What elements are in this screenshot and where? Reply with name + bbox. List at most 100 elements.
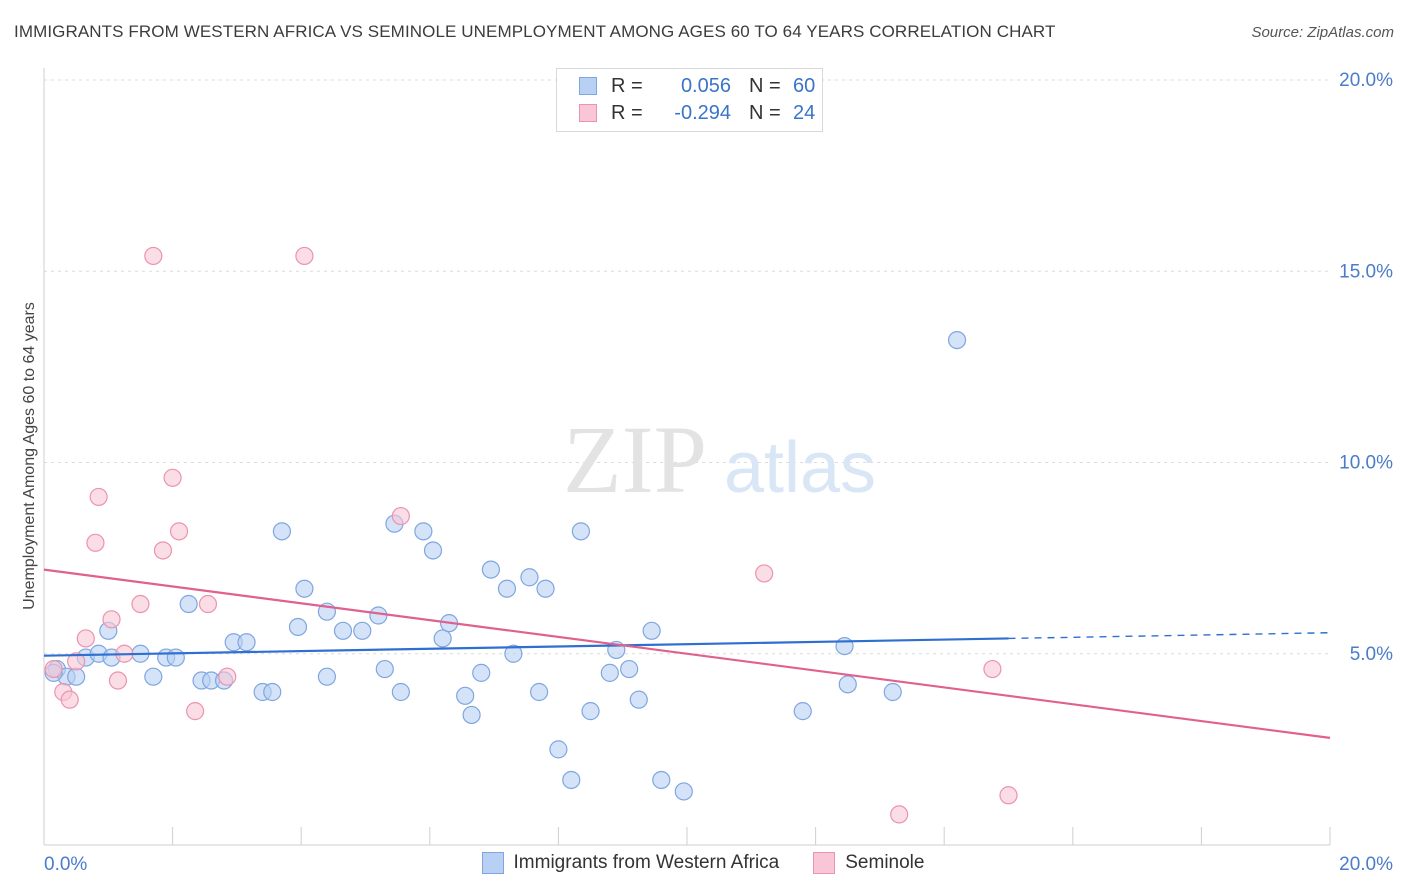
western-africa-point <box>481 560 500 579</box>
western-africa-point <box>272 522 292 541</box>
seminole-point <box>108 671 128 690</box>
seminole-point <box>295 246 314 266</box>
western-africa-point <box>333 621 353 640</box>
western-africa-point <box>317 667 337 686</box>
western-africa-point <box>883 682 902 702</box>
legend-r-label: R = <box>611 74 643 97</box>
legend-r-value: 0.056 <box>680 74 731 97</box>
seminole-point <box>86 533 105 552</box>
western-africa-trend-line <box>43 637 1009 657</box>
western-africa-point <box>263 682 282 702</box>
y-tick-label: 20.0% <box>1339 70 1393 91</box>
western-africa-point <box>237 633 256 652</box>
series-legend: Immigrants from Western Africa Seminole <box>0 852 1406 874</box>
tick-labels: 5.0% 10.0% 15.0% 20.0% 0.0% 20.0% <box>44 70 1393 875</box>
series-swatch-blue <box>481 852 504 874</box>
seminole-point <box>44 659 63 679</box>
seminole-trend-line <box>43 568 1331 739</box>
legend-swatch-blue <box>579 77 597 95</box>
western-africa-point <box>504 644 523 663</box>
western-africa-point <box>67 667 86 686</box>
seminole-point <box>983 659 1002 679</box>
western-africa-point <box>947 331 967 350</box>
western-africa-trend-extension <box>1008 632 1331 640</box>
western-africa-point <box>462 705 481 725</box>
western-africa-point <box>414 522 433 541</box>
source-label: Source: ZipAtlas.com <box>1251 24 1394 41</box>
axes-layer <box>43 68 1331 846</box>
western-africa-point <box>520 568 539 587</box>
western-africa-point <box>581 702 600 721</box>
seminole-point <box>60 690 79 709</box>
seminole-point <box>144 246 163 266</box>
western-africa-point <box>497 579 517 598</box>
western-africa-point <box>642 621 661 640</box>
trend-layer <box>43 568 1331 739</box>
western-africa-point <box>353 621 372 640</box>
legend-r-label: R = <box>611 101 643 124</box>
y-tick-label: 5.0% <box>1350 644 1393 665</box>
western-africa-point <box>375 659 394 679</box>
western-africa-point <box>423 541 443 560</box>
series-legend-item-western-africa[interactable]: Immigrants from Western Africa <box>481 852 780 874</box>
western-africa-point <box>391 682 410 702</box>
y-tick-label: 10.0% <box>1339 453 1393 474</box>
seminole-point <box>131 594 150 614</box>
seminole-point <box>163 468 182 487</box>
legend-n-value: 60 <box>793 74 816 97</box>
seminole-point <box>198 594 218 614</box>
grid-layer <box>44 79 1330 655</box>
seminole-point <box>89 487 108 507</box>
western-africa-point <box>838 675 857 694</box>
watermark-zip: ZIP <box>563 406 707 513</box>
seminole-point <box>153 541 173 560</box>
y-tick-label: 15.0% <box>1339 261 1393 282</box>
legend-n-label: N = <box>749 74 781 97</box>
y-axis-label: Unemployment Among Ages 60 to 64 years <box>21 302 38 610</box>
western-africa-point <box>472 663 491 682</box>
series-legend-item-seminole[interactable]: Seminole <box>813 852 924 874</box>
seminole-point <box>67 652 86 671</box>
western-africa-point <box>288 617 308 637</box>
western-africa-point <box>179 594 198 614</box>
seminole-point <box>999 786 1018 805</box>
x-tick-label: 20.0% <box>1339 854 1393 875</box>
western-africa-point <box>369 606 388 625</box>
legend-r-value: -0.294 <box>674 101 731 124</box>
chart-title: IMMIGRANTS FROM WESTERN AFRICA VS SEMINO… <box>14 22 1056 41</box>
western-africa-point <box>433 629 452 648</box>
western-africa-point <box>166 648 185 667</box>
watermark-atlas: atlas <box>724 428 876 508</box>
legend-n-value: 24 <box>793 101 816 124</box>
series-legend-label: Seminole <box>845 852 925 873</box>
x-tick-label: 0.0% <box>44 854 87 875</box>
seminole-point <box>218 667 237 686</box>
western-africa-point <box>536 579 555 598</box>
western-africa-point <box>144 667 163 686</box>
seminole-point <box>186 702 205 721</box>
western-africa-point <box>835 636 854 656</box>
seminole-point <box>169 522 189 541</box>
seminole-point <box>755 564 774 583</box>
series-legend-label: Immigrants from Western Africa <box>513 852 780 873</box>
western-africa-point <box>549 740 568 759</box>
western-africa-point <box>571 522 591 541</box>
legend-row-seminole: R = -0.294 N = 24 <box>579 101 815 125</box>
seminole-point <box>76 629 95 648</box>
correlation-legend: R = 0.056 N = 60 R = -0.294 N = 24 <box>556 68 823 132</box>
seminole-point <box>102 610 121 629</box>
points-layer <box>44 246 1018 824</box>
legend-swatch-pink <box>579 104 597 122</box>
series-swatch-pink <box>813 852 836 874</box>
western-africa-point <box>562 770 581 790</box>
western-africa-point <box>793 702 812 721</box>
western-africa-point <box>620 659 639 679</box>
western-africa-point <box>600 663 619 682</box>
western-africa-point <box>530 682 549 702</box>
seminole-point <box>890 805 909 824</box>
western-africa-point <box>295 579 314 598</box>
legend-n-label: N = <box>749 101 781 124</box>
legend-row-western-africa: R = 0.056 N = 60 <box>579 74 815 98</box>
western-africa-point <box>629 690 648 709</box>
